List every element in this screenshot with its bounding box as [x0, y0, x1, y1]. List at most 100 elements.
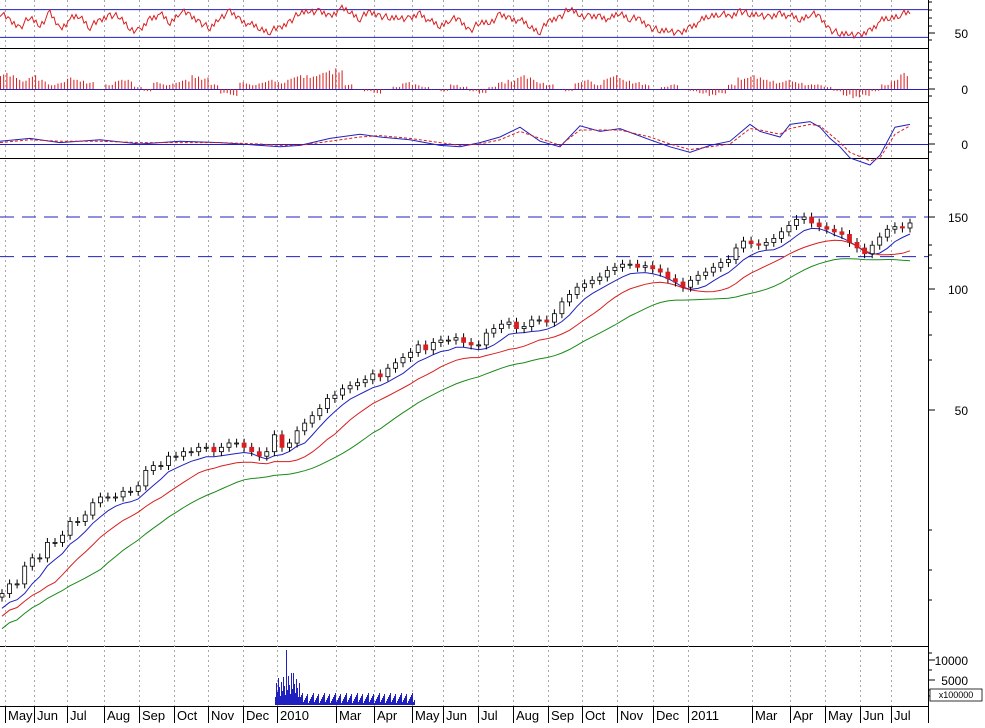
histogram-bar	[887, 84, 889, 89]
histogram-bar	[73, 79, 75, 89]
histogram-bar	[753, 75, 755, 89]
candle-body	[673, 278, 678, 283]
histogram-bar	[795, 82, 797, 89]
candle-body	[393, 362, 398, 369]
volume-bar	[357, 693, 358, 705]
volume-bar	[344, 697, 345, 705]
histogram-bar	[523, 75, 525, 89]
histogram-bar	[692, 89, 694, 92]
histogram-tick-label: 0	[961, 83, 968, 97]
candle-body	[771, 237, 777, 243]
histogram-bar	[542, 82, 544, 89]
volume-bar	[283, 677, 284, 705]
histogram-bar	[217, 85, 219, 89]
histogram-bar	[9, 76, 11, 89]
candle-body	[884, 228, 890, 238]
volume-bar	[389, 695, 390, 705]
candle-body	[234, 442, 240, 445]
candle-body	[181, 451, 187, 457]
moving-average-long	[1, 258, 911, 630]
candle-body	[574, 286, 580, 295]
histogram-bar	[357, 89, 359, 90]
candle-body	[816, 222, 822, 228]
histogram-bar	[546, 85, 547, 89]
histogram-bar	[229, 89, 231, 95]
histogram-bar	[562, 89, 563, 90]
volume-bar	[343, 699, 344, 705]
volume-bar	[309, 701, 310, 705]
candle-body	[309, 415, 315, 424]
candle-body	[597, 276, 603, 281]
candle-body	[271, 434, 277, 453]
histogram-bar	[220, 89, 222, 94]
histogram-bar	[881, 84, 883, 89]
candle-body	[779, 231, 784, 239]
candle-body	[642, 265, 648, 268]
histogram-bar	[226, 89, 228, 94]
histogram-bar	[418, 85, 420, 89]
histogram-bar	[846, 89, 848, 96]
histogram-bar	[779, 82, 781, 89]
histogram-bar	[447, 89, 448, 91]
volume-bar	[409, 699, 410, 705]
volume-bar	[403, 700, 404, 705]
histogram-bar	[44, 81, 46, 89]
candle-body	[892, 226, 898, 230]
histogram-bar	[827, 87, 828, 89]
candle-body	[763, 241, 769, 246]
volume-bar	[359, 700, 360, 705]
histogram-bar	[159, 83, 161, 89]
candle-body	[113, 496, 118, 499]
x-axis-label: Oct	[177, 708, 198, 723]
histogram-bar	[712, 89, 713, 95]
rsi-line	[0, 4, 911, 40]
histogram-bar	[507, 79, 509, 89]
histogram-bar	[772, 80, 774, 89]
volume-bar	[350, 696, 351, 705]
histogram-bar	[804, 85, 806, 89]
volume-bar	[326, 700, 327, 705]
histogram-bar	[111, 84, 113, 89]
volume-bar	[379, 693, 380, 705]
histogram-bar	[22, 81, 24, 89]
histogram-bar	[865, 89, 867, 96]
histogram-bar	[734, 85, 736, 89]
candle-body	[430, 342, 436, 351]
volume-bar	[278, 678, 279, 705]
price-tick-label: 100	[948, 283, 968, 297]
histogram-bar	[740, 79, 742, 89]
volume-bar	[351, 694, 352, 705]
histogram-bar	[526, 78, 528, 89]
histogram-bar	[510, 81, 512, 89]
volume-bar	[313, 693, 314, 705]
histogram-bar	[421, 86, 423, 89]
volume-bar	[333, 697, 334, 705]
volume-bar	[299, 683, 300, 705]
candle-body	[741, 240, 746, 249]
histogram-bar	[51, 85, 53, 89]
histogram-bar	[306, 75, 308, 89]
histogram-bar	[360, 89, 362, 90]
histogram-bar	[613, 76, 615, 89]
volume-bar	[336, 702, 337, 705]
histogram-bar	[657, 89, 659, 90]
histogram-bar	[431, 89, 433, 90]
histogram-bar	[549, 84, 551, 89]
volume-bar	[381, 700, 382, 705]
histogram-bar	[498, 82, 500, 89]
histogram-bar	[469, 89, 471, 92]
candle-body	[461, 337, 467, 343]
histogram-bar	[309, 78, 311, 89]
histogram-bar	[836, 89, 838, 92]
histogram-bar	[405, 82, 407, 89]
histogram-bar	[737, 77, 739, 89]
x-axis-label: Jun	[446, 708, 467, 723]
histogram-bar	[185, 79, 187, 89]
candle-body	[514, 321, 519, 330]
histogram-bar	[312, 76, 314, 89]
histogram-bar	[558, 89, 560, 90]
histogram-bar	[415, 84, 417, 89]
volume-bar	[375, 701, 376, 705]
volume-bar	[365, 699, 366, 705]
